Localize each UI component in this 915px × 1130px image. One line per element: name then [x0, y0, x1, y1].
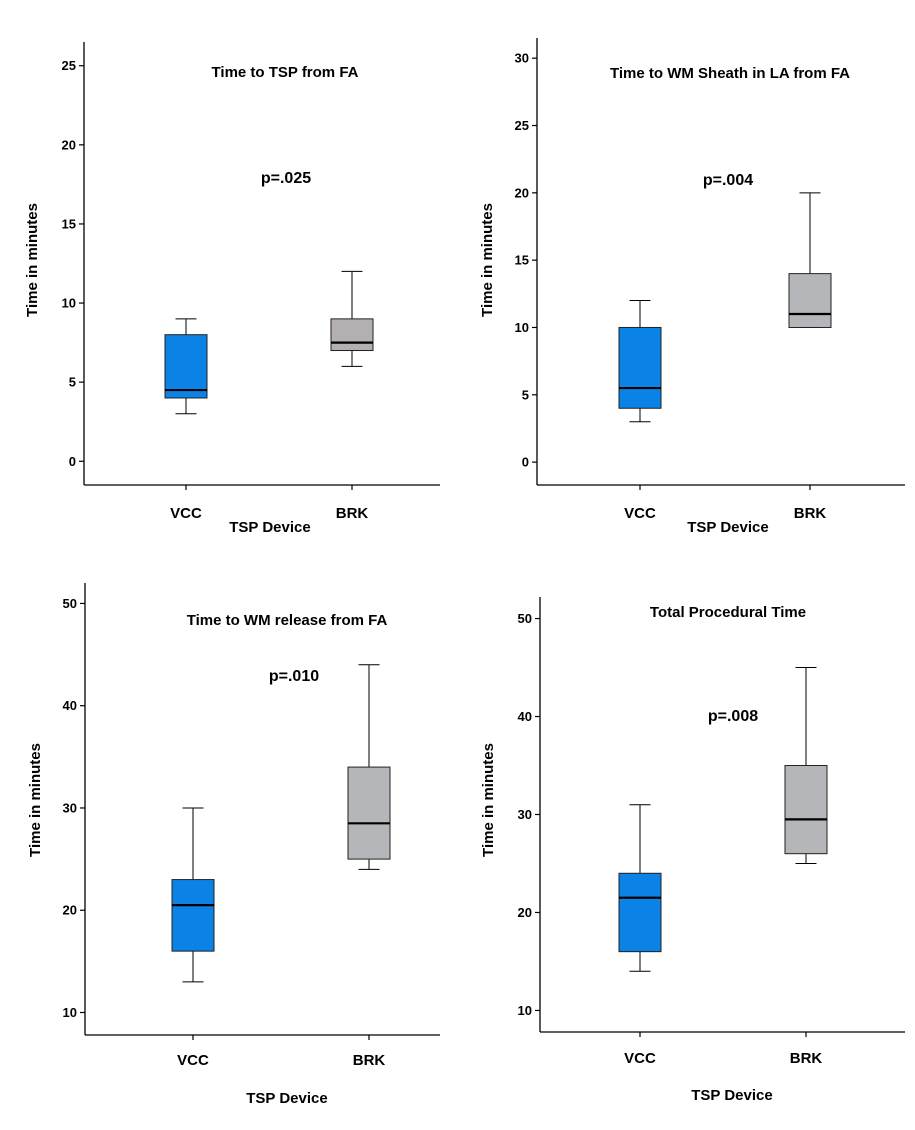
boxes — [164, 270, 374, 415]
y-tick-label: 10 — [63, 1005, 77, 1020]
y-tick-label: 10 — [518, 1003, 532, 1018]
chart-title: Time to WM release from FA — [187, 612, 388, 629]
y-tick-label: 5 — [522, 387, 529, 402]
category-label-brk: BRK — [794, 505, 827, 522]
box-vcc — [618, 872, 662, 953]
y-axis-label: Time in minutes — [24, 203, 41, 317]
box-brk — [788, 273, 832, 328]
y-tick-label: 30 — [63, 800, 77, 815]
panel-time-to-wm-sheath: Time to WM Sheath in LA from FA p=.004 T… — [479, 38, 905, 536]
category-label-vcc: VCC — [177, 1052, 209, 1069]
category-label-brk: BRK — [790, 1050, 823, 1067]
y-axis-label: Time in minutes — [27, 743, 44, 857]
boxes — [171, 664, 391, 983]
y-tick-label: 15 — [62, 216, 76, 231]
y-tick-label: 15 — [515, 253, 529, 268]
panel-time-to-tsp: Time to TSP from FA p=.025 Time in minut… — [24, 42, 440, 536]
chart-title: Total Procedural Time — [650, 604, 806, 621]
axes: 0 5 10 15 20 25 30 — [515, 38, 905, 490]
category-label-vcc: VCC — [624, 505, 656, 522]
y-tick-label: 10 — [62, 296, 76, 311]
panel-time-to-wm-release: Time to WM release from FA p=.010 Time i… — [27, 583, 440, 1107]
y-tick-label: 10 — [515, 320, 529, 335]
boxes — [618, 667, 828, 972]
category-label-brk: BRK — [353, 1052, 386, 1069]
y-tick-label: 5 — [69, 375, 76, 390]
y-axis-label: Time in minutes — [480, 743, 497, 857]
p-value-annotation: p=.004 — [703, 172, 753, 189]
category-label-brk: BRK — [336, 505, 369, 522]
y-tick-label: 20 — [63, 903, 77, 918]
y-tick-label: 25 — [515, 118, 529, 133]
y-tick-label: 25 — [62, 58, 76, 73]
category-label-vcc: VCC — [170, 505, 202, 522]
x-axis-label: TSP Device — [691, 1087, 772, 1104]
x-axis-label: TSP Device — [246, 1090, 327, 1107]
y-tick-label: 0 — [69, 454, 76, 469]
panel-total-procedural-time: Total Procedural Time p=.008 Time in min… — [480, 597, 905, 1104]
y-tick-label: 20 — [515, 185, 529, 200]
axes: 0 5 10 15 20 25 — [62, 42, 440, 490]
x-axis-label: TSP Device — [687, 519, 768, 536]
y-tick-label: 20 — [62, 137, 76, 152]
y-tick-label: 30 — [518, 807, 532, 822]
boxes — [618, 192, 832, 423]
y-tick-label: 50 — [63, 596, 77, 611]
box-brk — [347, 766, 391, 860]
chart-title: Time to WM Sheath in LA from FA — [610, 65, 850, 82]
y-tick-label: 0 — [522, 455, 529, 470]
y-tick-label: 40 — [63, 698, 77, 713]
p-value-annotation: p=.010 — [269, 668, 319, 685]
p-value-annotation: p=.025 — [261, 170, 311, 187]
y-tick-label: 20 — [518, 905, 532, 920]
box-vcc — [164, 334, 208, 399]
box-vcc — [171, 879, 215, 952]
axes: 10 20 30 40 50 — [63, 583, 440, 1040]
chart-title: Time to TSP from FA — [212, 64, 359, 81]
axes: 10 20 30 40 50 — [518, 597, 905, 1037]
category-label-vcc: VCC — [624, 1050, 656, 1067]
y-tick-label: 50 — [518, 611, 532, 626]
box-brk — [330, 318, 374, 352]
x-axis-label: TSP Device — [229, 519, 310, 536]
y-axis-label: Time in minutes — [479, 203, 496, 317]
box-brk — [784, 765, 828, 855]
p-value-annotation: p=.008 — [708, 708, 758, 725]
y-tick-label: 40 — [518, 709, 532, 724]
y-tick-label: 30 — [515, 51, 529, 66]
box-vcc — [618, 326, 662, 409]
